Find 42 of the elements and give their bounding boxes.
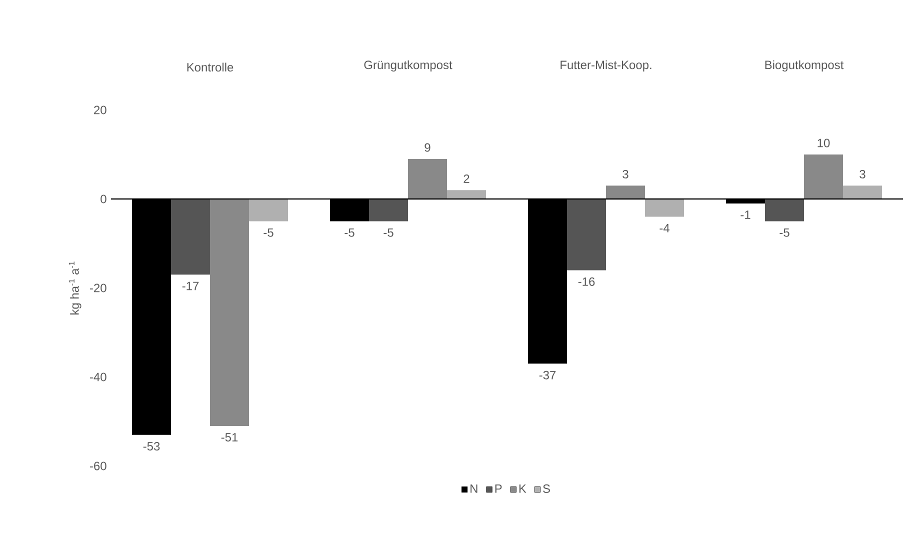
data-label: -1 xyxy=(740,210,750,219)
bar xyxy=(171,198,210,275)
x-tick-label: Biogutkompost xyxy=(765,60,844,72)
data-label: 3 xyxy=(860,170,866,178)
legend-label: P xyxy=(495,484,502,493)
data-label: 10 xyxy=(818,138,830,148)
bar xyxy=(645,198,684,217)
bar xyxy=(210,198,250,426)
x-tick-label: Kontrolle xyxy=(187,62,234,72)
y-tick-label: 0 xyxy=(100,194,106,204)
data-label: 3 xyxy=(622,170,628,178)
x-tick-label: Grüngutkompost xyxy=(364,60,452,72)
data-label: -17 xyxy=(182,282,199,290)
bar xyxy=(804,154,843,199)
data-label: 9 xyxy=(424,143,430,152)
data-label: -5 xyxy=(780,228,790,237)
bar xyxy=(843,186,882,199)
bar xyxy=(606,186,646,199)
y-axis-title: kg ha$^{-1}$ a$^{-1}$ xyxy=(68,262,82,314)
y-tick-label: -20 xyxy=(90,284,106,292)
x-tick-label: Futter-Mist-Koop. xyxy=(560,60,652,72)
y-tick-label: 20 xyxy=(94,106,106,114)
bar xyxy=(249,198,288,222)
legend-label: S xyxy=(543,484,550,493)
data-label: 2 xyxy=(464,174,470,183)
y-tick-label: -40 xyxy=(90,372,106,382)
bar xyxy=(408,158,448,199)
data-label: -53 xyxy=(143,442,160,451)
data-label: -5 xyxy=(384,228,394,237)
y-tick-label: -60 xyxy=(90,462,106,470)
bar xyxy=(765,198,804,222)
data-label: -51 xyxy=(221,433,238,442)
bar xyxy=(567,198,606,270)
bar xyxy=(447,190,486,199)
legend-label: K xyxy=(519,484,526,493)
data-label: -5 xyxy=(264,228,274,237)
bar xyxy=(369,198,408,222)
data-label: -16 xyxy=(578,277,595,286)
data-label: -37 xyxy=(539,370,556,380)
data-label: -4 xyxy=(660,224,670,232)
legend-label: N xyxy=(470,484,478,493)
data-label: -5 xyxy=(344,228,354,237)
